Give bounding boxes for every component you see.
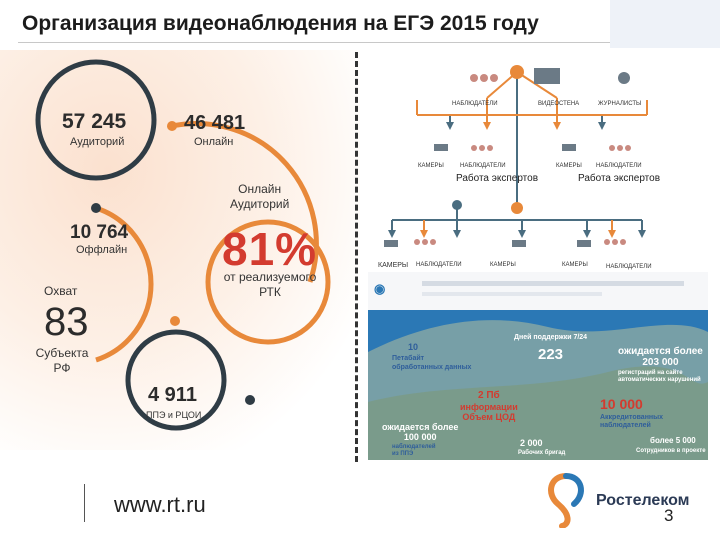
map-n10: 10 <box>408 342 419 352</box>
website-subnav-bar <box>422 292 602 296</box>
dot-coverage <box>170 316 180 326</box>
label-bot-cameras-2: КАМЕРЫ <box>490 262 516 268</box>
page-number: 3 <box>664 506 674 525</box>
label-mid-observers-1: НАБЛЮДАТЕЛИ <box>460 163 506 169</box>
offline-label: Оффлайн <box>76 244 128 256</box>
map-more5000-caption: Сотрудников в проекте <box>636 448 706 454</box>
circle-ppe <box>125 329 227 431</box>
label-top-videowall: ВИДЕОСТЕНА <box>538 101 580 107</box>
experts-label-1: Работа экспертов <box>456 173 539 184</box>
footer-divider <box>84 484 85 522</box>
ppe-label: ППЭ и РЦОИ <box>146 410 202 420</box>
percent-value: 81% <box>222 223 318 275</box>
map-n10-caption: Петабайт обработанных данных <box>392 355 472 371</box>
label-top-journalists: ЖУРНАЛИСТЫ <box>598 101 642 107</box>
arc-coverage <box>95 205 154 363</box>
map-support-days: Дней поддержки 7/24 <box>514 334 588 341</box>
label-bot-cameras-1: КАМЕРЫ <box>378 262 409 269</box>
network-diagram <box>384 65 648 247</box>
mid-node <box>511 202 523 214</box>
offline-count: 10 764 <box>70 222 129 243</box>
online-label: Онлайн <box>194 136 234 148</box>
experts-label-2: Работа экспертов <box>578 173 661 184</box>
website-nav-bar <box>422 281 684 286</box>
map-expected-100k: ожидается более 100 000 <box>382 422 459 442</box>
map-pb2: 2 Пб <box>478 390 500 401</box>
decorative-corner <box>610 0 720 48</box>
branch-node <box>452 200 462 210</box>
label-mid-cameras-1: КАМЕРЫ <box>418 163 444 169</box>
map-more5000: более 5 000 <box>650 436 696 445</box>
regions-label: Субъекта РФ <box>35 346 89 375</box>
divider-dashed <box>355 52 358 462</box>
map-landmass <box>368 320 708 460</box>
map-expected-100k-caption: наблюдателей из ППЭ <box>392 444 436 457</box>
map-expected-reg-caption: регистраций на сайте автоматических нару… <box>618 370 701 383</box>
label-top-observers: НАБЛЮДАТЕЛИ <box>452 101 498 107</box>
circle-percent <box>205 219 331 345</box>
ppe-count: 4 911 <box>148 384 197 406</box>
percent-label: от реализуемого РТК <box>223 270 317 299</box>
brand-name: Ростелеком <box>596 492 690 509</box>
label-mid-observers-2: НАБЛЮДАТЕЛИ <box>596 163 642 169</box>
dot-ppe <box>245 395 255 405</box>
videowall-icon <box>534 68 560 84</box>
label-bot-observers-1: НАБЛЮДАТЕЛИ <box>416 262 462 268</box>
label-bot-observers-2: НАБЛЮДАТЕЛИ <box>606 264 652 270</box>
footer-url[interactable]: www.rt.ru <box>114 492 206 517</box>
dot-offline <box>91 203 101 213</box>
camera-icons <box>384 144 591 247</box>
infographic-circles <box>35 59 331 431</box>
page-title: Организация видеонаблюдения на ЕГЭ 2015 … <box>22 12 539 35</box>
map-n10000-caption: Аккредитованных наблюдателей <box>600 414 664 429</box>
coverage-label: Охват <box>44 284 78 298</box>
regions-count: 83 <box>44 300 89 344</box>
microphone-icon <box>618 72 630 84</box>
map-n2000: 2 000 <box>520 438 543 448</box>
rostelecom-logo-icon <box>548 473 584 528</box>
online-auditoriums-label: Онлайн Аудиторий <box>230 182 290 211</box>
circle-auditoriums <box>35 59 157 181</box>
auditoriums-label: Аудиторий <box>70 136 125 148</box>
background-glow <box>0 50 360 450</box>
observers-icons <box>414 74 631 245</box>
online-count: 46 481 <box>184 112 246 134</box>
dot-online <box>167 121 177 131</box>
label-mid-cameras-2: КАМЕРЫ <box>556 163 582 169</box>
map-expected-reg: ожидается более 203 000 <box>618 346 703 368</box>
label-bot-cameras-3: КАМЕРЫ <box>562 262 588 268</box>
map-n223: 223 <box>538 346 564 363</box>
map-n2000-caption: Рабочих бригад <box>518 450 566 456</box>
title-underline <box>18 42 610 43</box>
map-n10000: 10 000 <box>600 396 643 412</box>
ege-site-logo: ◉ <box>374 281 386 296</box>
hub-node <box>510 65 524 79</box>
map-pb2-caption: информации Объем ЦОД <box>460 402 518 422</box>
website-header-strip: ◉ <box>368 272 708 310</box>
auditoriums-count: 57 245 <box>62 110 127 133</box>
